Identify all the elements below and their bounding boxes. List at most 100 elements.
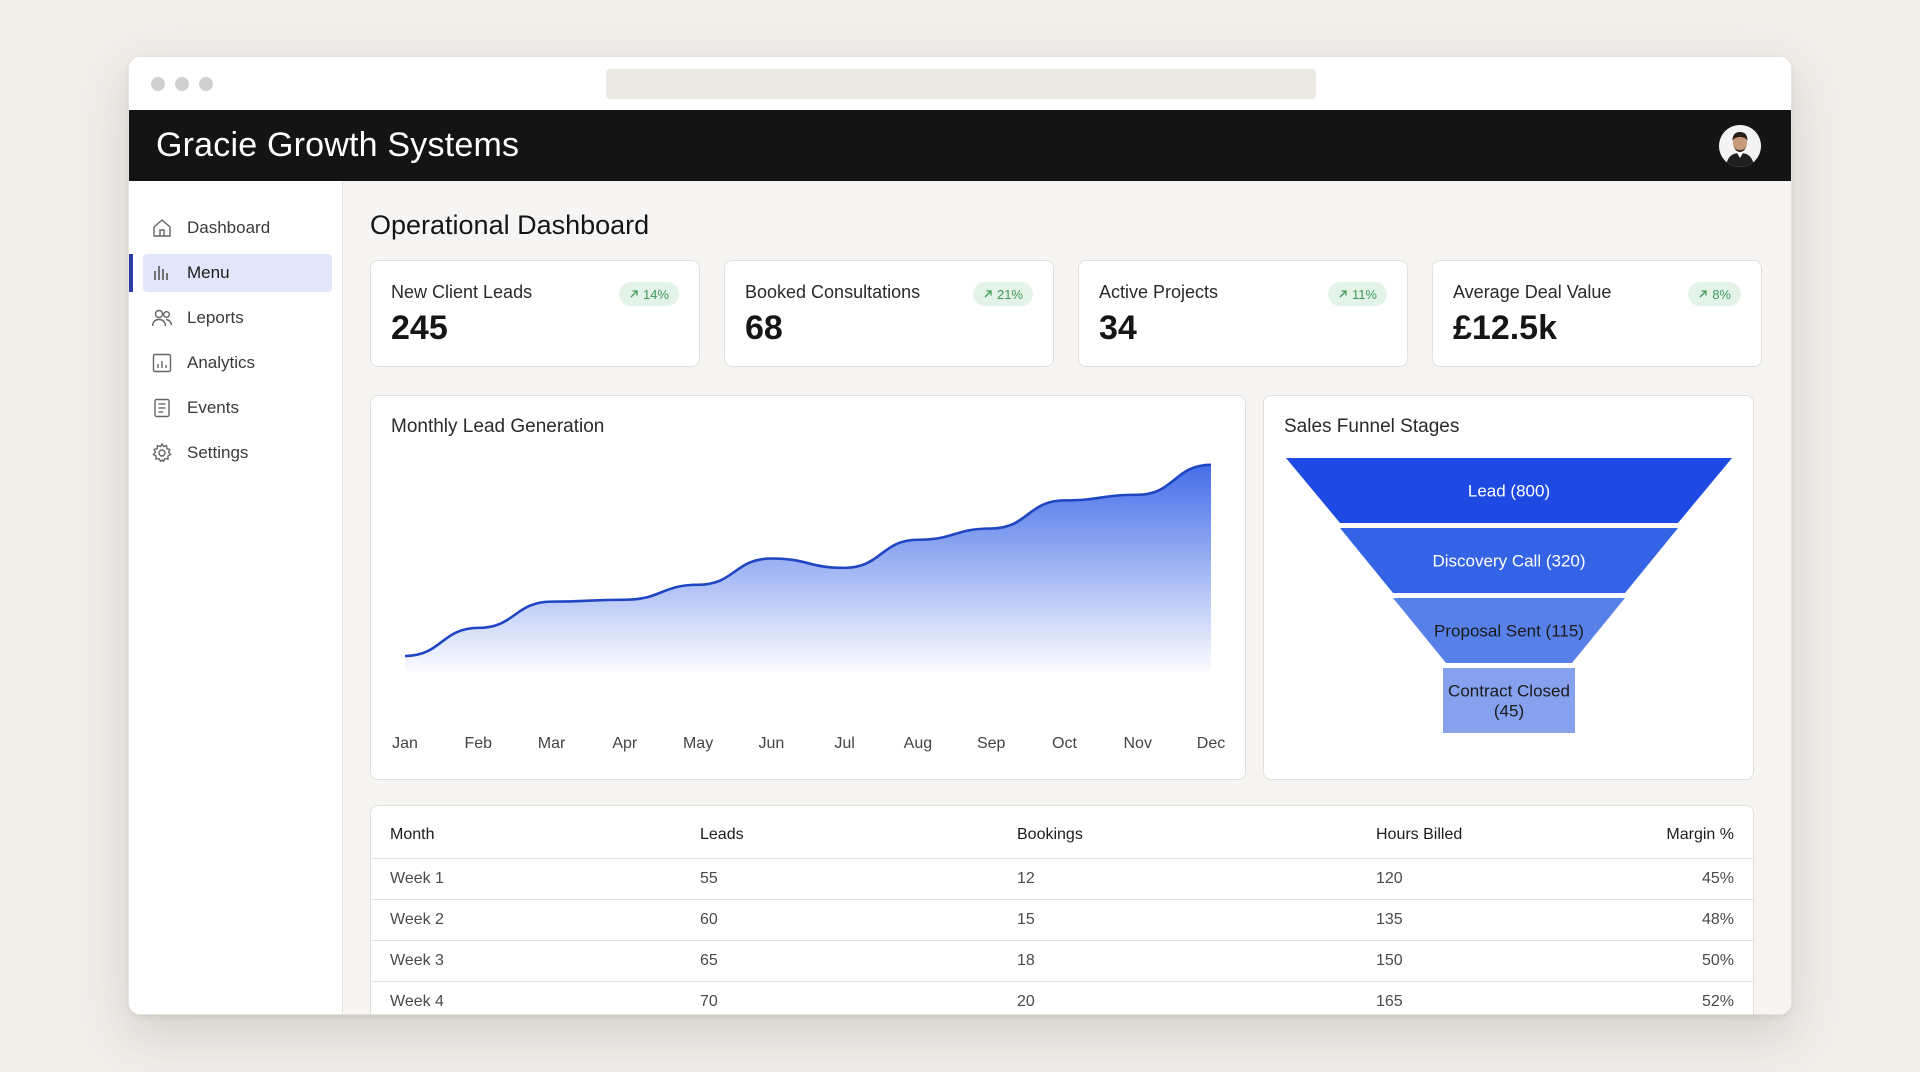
table-row[interactable]: Week 3 65 18 150 50% bbox=[371, 939, 1753, 981]
sidebar-item-label: Menu bbox=[187, 263, 230, 282]
kpi-label: New Client Leads bbox=[391, 282, 533, 302]
x-tick-label: Sep bbox=[977, 735, 1006, 752]
minimize-window-dot[interactable] bbox=[175, 77, 189, 91]
arrow-up-right-icon bbox=[1699, 290, 1707, 298]
kpi-value: 34 bbox=[1099, 309, 1137, 347]
table-cell: 50% bbox=[1576, 939, 1753, 981]
maximize-window-dot[interactable] bbox=[199, 77, 213, 91]
x-tick-label: May bbox=[683, 735, 713, 752]
table-cell: 52% bbox=[1576, 980, 1753, 1014]
table-cell: 60 bbox=[700, 898, 1017, 940]
kpi-card-average-deal-value[interactable]: Average Deal Value £12.5k 8% bbox=[1432, 260, 1762, 367]
sales-funnel-panel: Sales Funnel Stages Lead (800) Discovery … bbox=[1263, 395, 1754, 780]
sidebar-item-dashboard[interactable]: Dashboard bbox=[143, 209, 332, 247]
table-cell: 120 bbox=[1376, 857, 1576, 899]
bar-chart-icon bbox=[151, 262, 173, 284]
x-tick-label: Oct bbox=[1052, 735, 1077, 752]
table-cell: 150 bbox=[1376, 939, 1576, 981]
close-window-dot[interactable] bbox=[151, 77, 165, 91]
kpi-value: 245 bbox=[391, 309, 448, 347]
lead-area-fill bbox=[405, 464, 1211, 671]
funnel-stage-4[interactable] bbox=[1443, 668, 1575, 733]
funnel-title: Sales Funnel Stages bbox=[1284, 416, 1460, 437]
column-header-margin[interactable]: Margin % bbox=[1666, 825, 1734, 843]
users-icon bbox=[151, 307, 173, 329]
kpi-label: Active Projects bbox=[1099, 282, 1219, 302]
table-row[interactable]: Week 1 55 12 120 45% bbox=[371, 857, 1753, 899]
table-cell: Week 1 bbox=[371, 857, 700, 899]
trend-value: 21% bbox=[996, 286, 1023, 302]
table-header-row: Month Leads Bookings Hours Billed Margin… bbox=[371, 806, 1753, 858]
document-icon bbox=[151, 397, 173, 419]
arrow-up-right-icon bbox=[1339, 290, 1347, 298]
table-cell: 135 bbox=[1376, 898, 1576, 940]
funnel-stage-1[interactable] bbox=[1286, 458, 1732, 523]
column-header-bookings[interactable]: Bookings bbox=[1017, 825, 1083, 843]
funnel-chart: Lead (800) Discovery Call (320) Proposal S… bbox=[1286, 458, 1732, 733]
column-header-month[interactable]: Month bbox=[390, 825, 435, 843]
kpi-value: 68 bbox=[745, 309, 783, 347]
sidebar-item-label: Events bbox=[187, 398, 239, 417]
funnel-stage-label: Lead (800) bbox=[1468, 482, 1550, 501]
trend-badge: 21% bbox=[972, 282, 1033, 306]
trend-badge: 14% bbox=[618, 282, 679, 306]
avatar[interactable] bbox=[1719, 125, 1761, 167]
kpi-card-booked-consultations[interactable]: Booked Consultations 68 21% bbox=[724, 260, 1054, 367]
x-tick-label: Aug bbox=[904, 735, 932, 752]
browser-window: Gracie Growth Systems Dashboard bbox=[128, 56, 1792, 1015]
sidebar-nav: Dashboard Menu Leports bbox=[129, 181, 342, 472]
arrow-up-right-icon bbox=[630, 290, 638, 298]
area-chart: Jan Feb Mar Apr May Jun Jul Aug Sep Oct Nov Dec bbox=[392, 463, 1225, 752]
sidebar-item-leports[interactable]: Leports bbox=[143, 299, 332, 337]
funnel-stage-label: Discovery Call (320) bbox=[1432, 552, 1585, 571]
sidebar-item-events[interactable]: Events bbox=[143, 389, 332, 427]
table-cell: Week 3 bbox=[371, 939, 700, 981]
sidebar-item-label: Analytics bbox=[187, 353, 256, 372]
table-cell: 18 bbox=[1017, 939, 1376, 981]
brand-title: Gracie Growth Systems bbox=[156, 126, 520, 164]
sidebar-item-settings[interactable]: Settings bbox=[143, 434, 332, 472]
browser-chrome bbox=[129, 57, 1791, 110]
x-tick-label: Apr bbox=[612, 735, 638, 752]
x-tick-label: Jul bbox=[834, 735, 854, 752]
sidebar-item-label: Leports bbox=[187, 308, 244, 327]
table-row[interactable]: Week 4 70 20 165 52% bbox=[371, 980, 1753, 1014]
funnel-stage-label: Proposal Sent (115) bbox=[1434, 622, 1584, 641]
column-header-leads[interactable]: Leads bbox=[700, 825, 744, 843]
gear-icon bbox=[151, 442, 173, 464]
trend-value: 11% bbox=[1351, 286, 1377, 302]
table-cell: 45% bbox=[1576, 857, 1753, 899]
metrics-table: Month Leads Bookings Hours Billed Margin… bbox=[371, 806, 1753, 1014]
arrow-up-right-icon bbox=[984, 290, 992, 298]
kpi-label: Booked Consultations bbox=[745, 282, 921, 302]
kpi-value: £12.5k bbox=[1453, 309, 1557, 347]
kpi-card-active-projects[interactable]: Active Projects 34 11% bbox=[1078, 260, 1408, 367]
main-content: Operational Dashboard New Client Leads 2… bbox=[343, 181, 1791, 1014]
kpi-card-new-client-leads[interactable]: New Client Leads 245 14% bbox=[370, 260, 700, 367]
sidebar-item-menu[interactable]: Menu bbox=[129, 254, 332, 292]
lead-generation-chart-panel: Monthly Lead Generation Jan Feb Mar Apr May J… bbox=[370, 395, 1246, 780]
table-cell: 15 bbox=[1017, 898, 1376, 940]
trend-badge: 8% bbox=[1688, 282, 1741, 306]
trend-value: 14% bbox=[642, 286, 669, 302]
x-tick-label: Feb bbox=[464, 735, 492, 752]
column-header-hours-billed[interactable]: Hours Billed bbox=[1376, 825, 1463, 843]
table-cell: 70 bbox=[700, 980, 1017, 1014]
table-cell: 48% bbox=[1576, 898, 1753, 940]
lead-series-line[interactable] bbox=[404, 463, 1212, 658]
user-avatar-icon bbox=[1719, 125, 1761, 167]
sidebar-item-analytics[interactable]: Analytics bbox=[143, 344, 332, 382]
funnel-stage-label: Contract Closed (45) bbox=[1448, 682, 1570, 721]
funnel-stage-3[interactable] bbox=[1393, 598, 1625, 663]
table-cell: 20 bbox=[1017, 980, 1376, 1014]
address-bar[interactable] bbox=[606, 69, 1316, 99]
table-cell: Week 4 bbox=[371, 980, 700, 1014]
trend-badge: 11% bbox=[1327, 282, 1387, 306]
table-cell: 12 bbox=[1017, 857, 1376, 899]
window-controls bbox=[151, 77, 213, 91]
app-header: Gracie Growth Systems bbox=[129, 110, 1791, 181]
sidebar-item-label: Settings bbox=[187, 443, 249, 462]
kpi-label: Average Deal Value bbox=[1453, 282, 1612, 302]
funnel-stage-2[interactable] bbox=[1340, 528, 1678, 593]
table-row[interactable]: Week 2 60 15 135 48% bbox=[371, 898, 1753, 940]
